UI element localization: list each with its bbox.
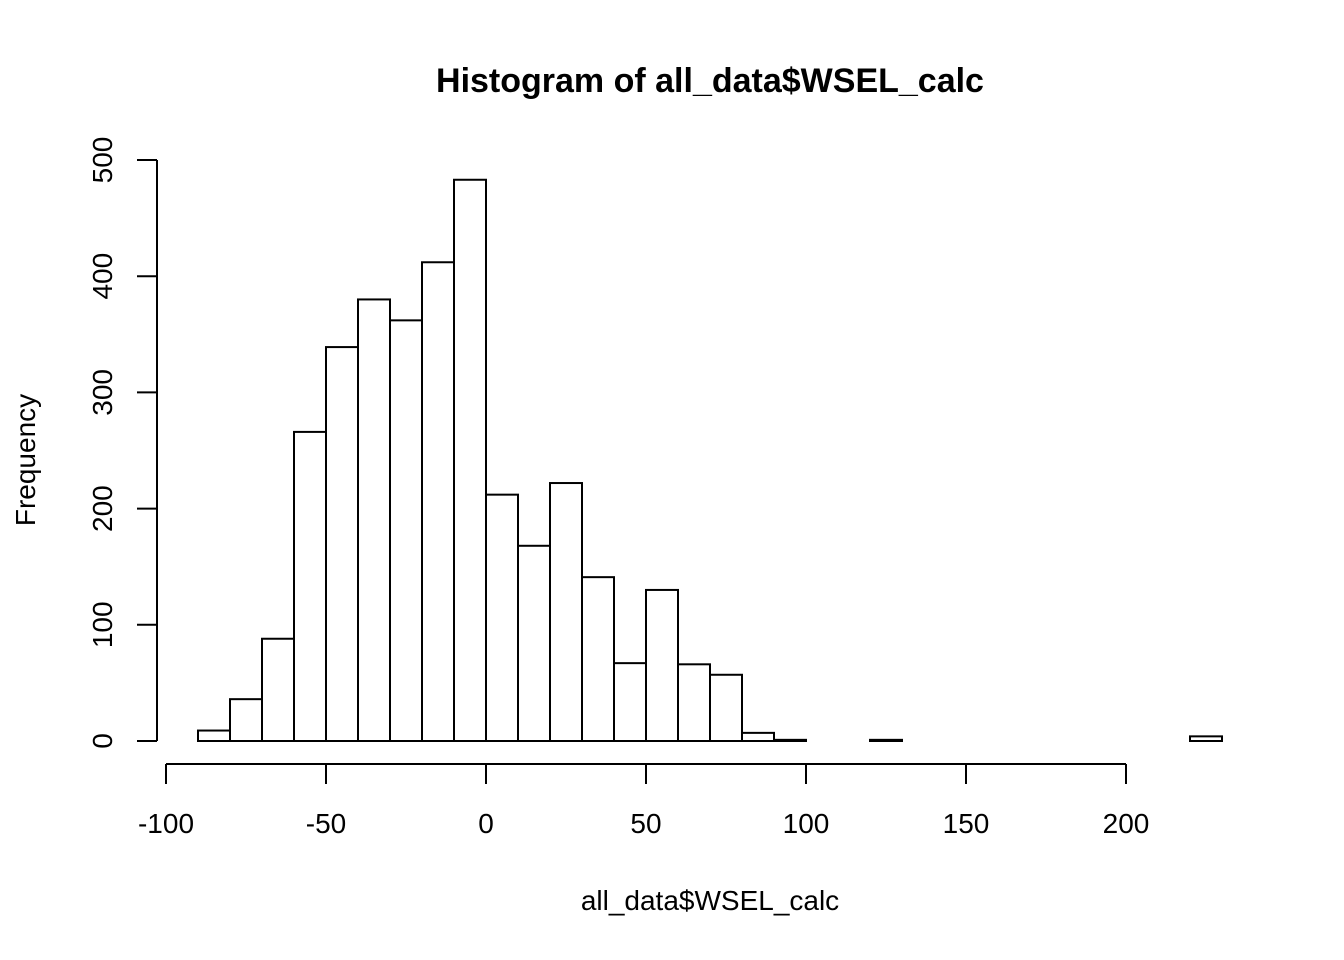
y-tick-label: 300 (87, 369, 118, 416)
histogram-bar (229, 698, 263, 743)
histogram-bar (773, 738, 807, 743)
x-tick-label: 100 (783, 808, 830, 839)
x-tick-label: -50 (306, 808, 346, 839)
y-tick-label: 200 (87, 485, 118, 532)
histogram-bar (645, 588, 679, 742)
histogram-bar (453, 178, 487, 742)
histogram-bar (677, 663, 711, 742)
y-axis-label: Frequency (10, 394, 41, 526)
histogram-bar (197, 729, 231, 742)
x-tick-label: 150 (943, 808, 990, 839)
y-tick-label: 400 (87, 253, 118, 300)
y-tick-label: 0 (87, 733, 118, 749)
chart-title: Histogram of all_data$WSEL_calc (436, 62, 984, 100)
histogram-bar (485, 493, 519, 742)
y-tick-label: 100 (87, 601, 118, 648)
histogram-bar (261, 637, 295, 743)
histogram-bar (517, 544, 551, 742)
y-axis: 0 100 200 300 400 500 (87, 137, 158, 749)
histogram-bar (357, 298, 391, 742)
x-axis-label: all_data$WSEL_calc (581, 885, 839, 916)
y-tick-label: 500 (87, 137, 118, 184)
histogram-bar (613, 662, 647, 742)
histogram-bar (421, 261, 455, 742)
histogram-bar (581, 576, 615, 743)
x-tick-label: -100 (138, 808, 194, 839)
x-axis: -100 -50 0 50 100 150 200 (138, 763, 1150, 839)
histogram-bar (389, 319, 423, 742)
histogram-bar (741, 731, 775, 743)
histogram-bar (1189, 735, 1223, 742)
x-tick-label: 0 (478, 808, 494, 839)
histogram-bar (709, 673, 743, 742)
histogram-bar (325, 346, 359, 742)
histogram-bar (869, 738, 903, 743)
x-tick-label: 50 (630, 808, 661, 839)
histogram-bar (549, 482, 583, 742)
x-tick-label: 200 (1103, 808, 1150, 839)
bars-group (197, 178, 1223, 743)
histogram-bar (293, 430, 327, 742)
